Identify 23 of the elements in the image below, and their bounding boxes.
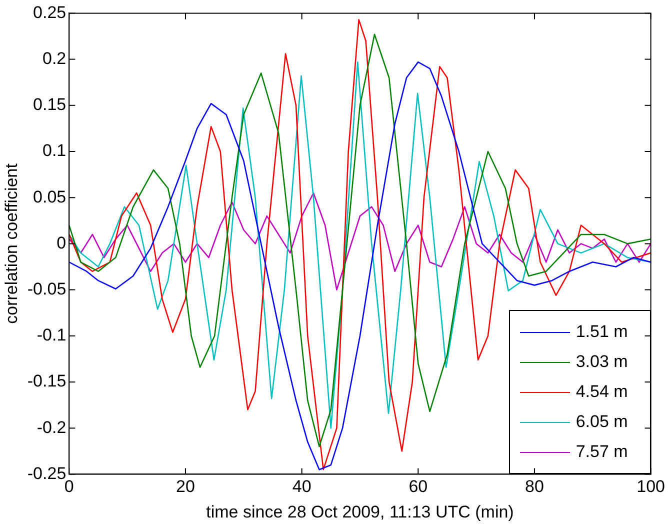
y-tick-label: -0.2 <box>36 418 66 437</box>
y-tick-label: 0.05 <box>33 187 66 206</box>
y-axis-title: correlation coefficient <box>2 163 21 324</box>
y-tick-label: -0.25 <box>27 464 66 483</box>
x-tick-label: 80 <box>525 477 544 496</box>
legend-label: 7.57 m <box>576 442 628 462</box>
y-tick-label: 0.1 <box>42 141 66 160</box>
legend-label: 3.03 m <box>576 352 628 372</box>
y-tick-label: -0.05 <box>27 279 66 298</box>
y-tick-label: 0.15 <box>33 95 66 114</box>
x-tick-label: 100 <box>636 477 666 496</box>
x-tick-label: 20 <box>176 477 195 496</box>
legend-label: 1.51 m <box>576 322 628 342</box>
y-tick-label: -0.15 <box>27 372 66 391</box>
x-axis-title: time since 28 Oct 2009, 11:13 UTC (min) <box>206 502 514 522</box>
legend-label: 6.05 m <box>576 412 628 432</box>
legend-label: 4.54 m <box>576 382 628 402</box>
y-tick-label: 0.2 <box>42 48 66 68</box>
y-tick-label: -0.1 <box>36 326 66 345</box>
x-tick-label: 60 <box>408 477 428 496</box>
x-tick-label: 40 <box>292 477 312 496</box>
y-tick-label: 0 <box>56 233 66 252</box>
y-tick-label: 0.25 <box>33 2 66 22</box>
